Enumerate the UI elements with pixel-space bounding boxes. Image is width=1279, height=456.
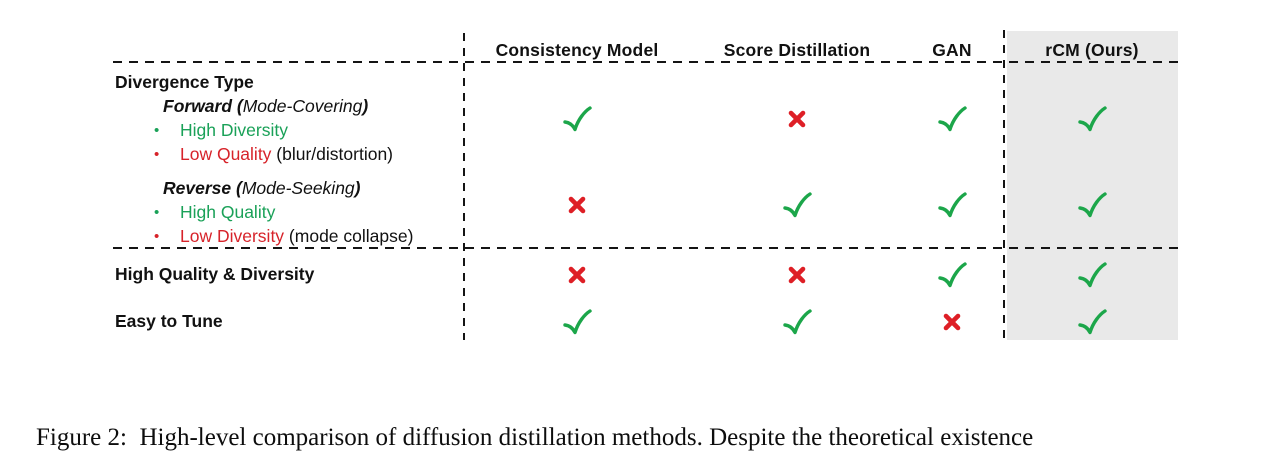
bullet-item-high-quality: • High Quality (154, 202, 275, 223)
check-icon (1077, 262, 1107, 289)
row-label-part: ) (362, 96, 369, 116)
column-divider-left (463, 33, 465, 340)
row-label-forward-mode-covering: Forward (Mode-Covering) (163, 96, 368, 116)
bullet-text: High Diversity (180, 120, 288, 140)
column-header-consistency-model: Consistency Model (495, 40, 659, 60)
cross-icon (568, 266, 587, 285)
row-label-divergence-type: Divergence Type (115, 72, 254, 92)
row-label-part: ) (354, 178, 361, 198)
cross-icon (943, 313, 962, 332)
check-icon (937, 106, 967, 133)
column-header-score-distillation: Score Distillation (723, 40, 871, 60)
figure-caption: Figure 2: High-level comparison of diffu… (36, 355, 1256, 456)
header-divider-line (113, 61, 1178, 63)
check-icon (782, 192, 812, 219)
bullet-item-low-quality: • Low Quality (blur/distortion) (154, 144, 393, 165)
check-icon (1077, 106, 1107, 133)
check-icon (562, 106, 592, 133)
check-icon (1077, 309, 1107, 336)
row-label-reverse-mode-seeking: Reverse (Mode-Seeking) (163, 178, 361, 198)
caption-line-1: Figure 2: High-level comparison of diffu… (36, 424, 1034, 451)
bullet-icon: • (154, 228, 160, 245)
bullet-icon: • (154, 122, 160, 139)
check-icon (562, 309, 592, 336)
bullet-note: (blur/distortion) (271, 144, 394, 164)
row-label-part: Mode-Seeking (241, 178, 355, 198)
section-divider-line (113, 247, 1178, 249)
check-icon (937, 262, 967, 289)
bullet-text: Low Diversity (180, 226, 285, 246)
row-label-part: Forward ( (163, 96, 243, 116)
cross-icon (788, 110, 807, 129)
row-label-part: Reverse ( (163, 178, 242, 198)
column-header-rcm-ours: rCM (Ours) (1045, 40, 1139, 60)
bullet-icon: • (154, 146, 160, 163)
cross-icon (568, 196, 587, 215)
row-label-easy-to-tune: Easy to Tune (115, 311, 223, 331)
bullet-text: Low Quality (180, 144, 272, 164)
cross-icon (788, 266, 807, 285)
bullet-icon: • (154, 204, 160, 221)
check-icon (937, 192, 967, 219)
bullet-item-high-diversity: • High Diversity (154, 120, 288, 141)
check-icon (782, 309, 812, 336)
row-label-high-quality-diversity: High Quality & Diversity (115, 264, 315, 284)
column-header-gan: GAN (932, 40, 972, 60)
check-icon (1077, 192, 1107, 219)
highlight-column-background (1007, 31, 1178, 340)
column-divider-right (1003, 30, 1005, 340)
bullet-note: (mode collapse) (284, 226, 414, 246)
row-label-part: Mode-Covering (242, 96, 363, 116)
bullet-item-low-diversity: • Low Diversity (mode collapse) (154, 226, 413, 247)
bullet-text: High Quality (180, 202, 276, 222)
